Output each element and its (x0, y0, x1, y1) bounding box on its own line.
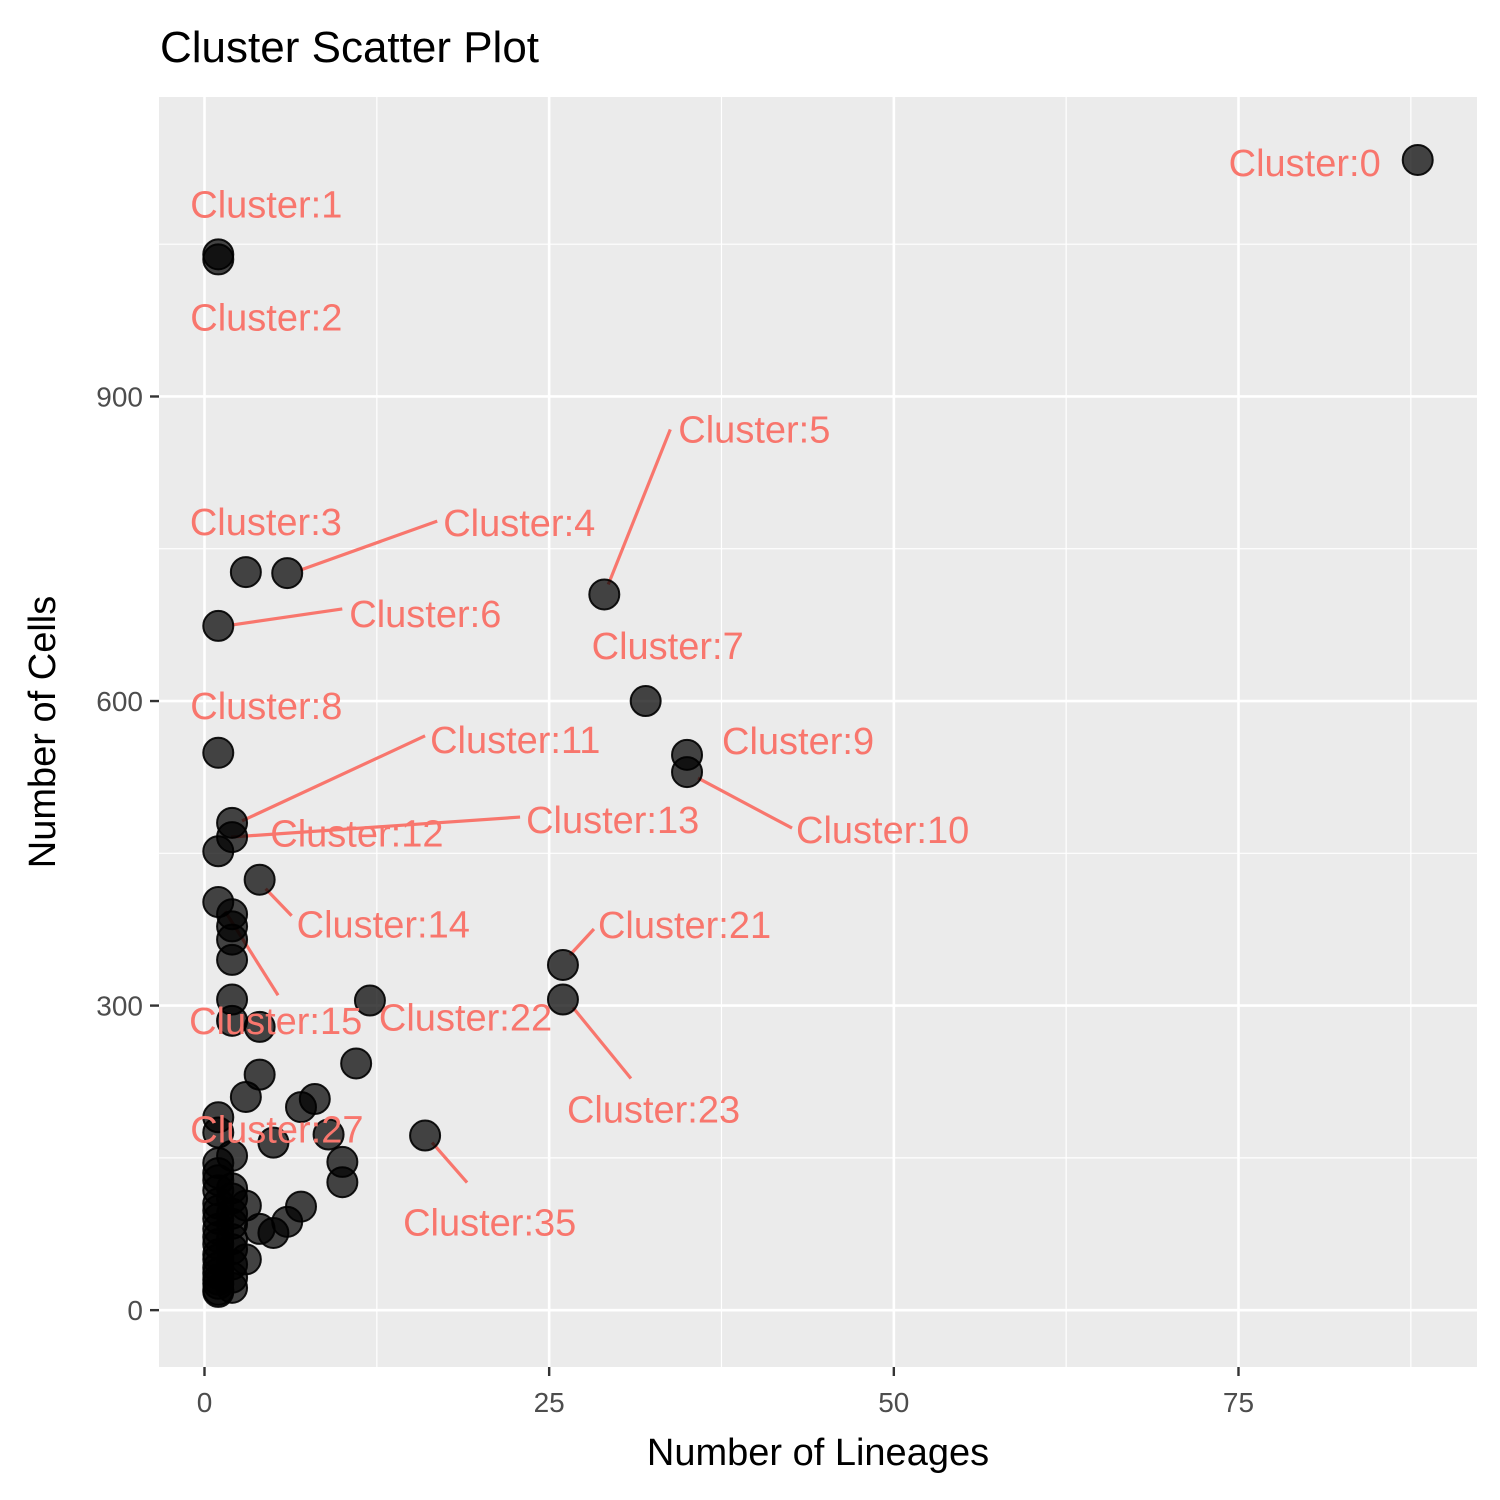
x-tick-label: 0 (197, 1387, 213, 1418)
data-point (202, 736, 235, 769)
data-point (202, 886, 235, 919)
point-label: Cluster:11 (430, 720, 600, 762)
leader-line (568, 927, 596, 957)
data-point (202, 243, 235, 276)
data-point (588, 578, 621, 611)
leader-line (299, 519, 438, 572)
point-label: Cluster:10 (796, 810, 969, 852)
data-point (202, 1275, 235, 1308)
data-point (243, 1010, 276, 1043)
point-label: Cluster:5 (678, 409, 830, 451)
x-tick-label: 25 (534, 1387, 565, 1418)
point-label: Cluster:14 (297, 905, 470, 947)
data-point (546, 983, 579, 1016)
label-leader-lines (223, 428, 793, 1184)
leader-line (241, 734, 426, 823)
data-point (629, 685, 662, 718)
y-tick-label: 300 (96, 991, 143, 1022)
point-label: Cluster:7 (592, 626, 744, 668)
leader-line (606, 428, 672, 586)
point-label: Cluster:8 (190, 686, 342, 728)
point-label: Cluster:15 (189, 1001, 362, 1043)
point-label: Cluster:2 (190, 297, 342, 339)
y-axis-title: Number of Cells (22, 596, 64, 868)
chart-title: Cluster Scatter Plot (160, 23, 539, 72)
y-tick-label: 900 (96, 381, 143, 412)
x-axis-title: Number of Lineages (647, 1432, 989, 1474)
point-label: Cluster:22 (379, 998, 552, 1040)
point-label: Cluster:27 (190, 1109, 363, 1151)
data-point (216, 821, 249, 854)
point-label: Cluster:9 (722, 721, 874, 763)
point-label: Cluster:4 (443, 503, 595, 545)
point-label: Cluster:0 (1229, 143, 1381, 185)
data-point (229, 1080, 262, 1113)
point-label: Cluster:3 (190, 502, 342, 544)
x-tick-label: 75 (1223, 1387, 1254, 1418)
data-point (202, 609, 235, 642)
y-tick-label: 600 (96, 686, 143, 717)
point-label: Cluster:23 (567, 1090, 740, 1132)
y-tick-label: 0 (127, 1295, 143, 1326)
leader-line (230, 815, 521, 839)
data-point (671, 756, 704, 789)
axis-ticks: 0 25 50 75 0 300 600 900 (96, 381, 1254, 1418)
data-point (271, 557, 304, 590)
data-point (353, 984, 386, 1017)
data-point (409, 1119, 442, 1152)
leader-line (571, 1006, 633, 1080)
point-labels: Cluster:0 Cluster:1 Cluster:2 Cluster:3 Clus… (189, 143, 1381, 1245)
point-label: Cluster:35 (403, 1203, 576, 1245)
data-point (257, 1216, 290, 1249)
data-point (243, 863, 276, 896)
data-point (340, 1047, 373, 1080)
leader-line (264, 887, 293, 917)
data-point (326, 1166, 359, 1199)
leader-line (232, 607, 343, 627)
x-tick-label: 50 (878, 1387, 909, 1418)
minor-gridlines (159, 97, 1477, 1367)
data-point (285, 1091, 318, 1124)
point-label: Cluster:13 (526, 800, 699, 842)
leader-line (430, 1141, 469, 1184)
data-point (1401, 143, 1434, 176)
data-point (229, 556, 262, 589)
data-points (202, 143, 1434, 1308)
point-label: Cluster:6 (349, 594, 501, 636)
data-point (216, 943, 249, 976)
point-label: Cluster:21 (598, 905, 771, 947)
plot-panel (159, 97, 1477, 1367)
data-point (257, 1126, 290, 1159)
data-point (312, 1118, 345, 1151)
leader-line (697, 776, 793, 830)
point-label: Cluster:1 (190, 184, 342, 226)
data-point (546, 948, 579, 981)
point-label: Cluster:12 (270, 813, 443, 855)
